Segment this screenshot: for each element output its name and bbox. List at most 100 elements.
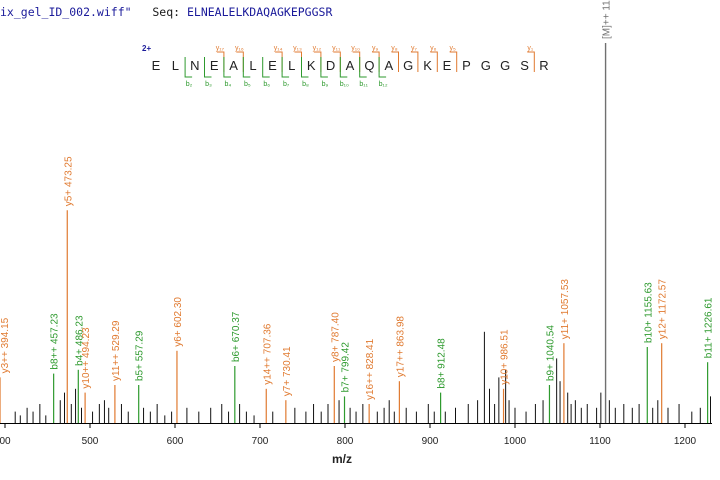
residue: L xyxy=(172,58,179,73)
peak-label: b5+ 557.29 xyxy=(135,330,146,381)
peak-label: y3++ 394.15 xyxy=(0,317,11,373)
b-ion-label: b₃ xyxy=(205,81,212,88)
residue: E xyxy=(152,58,161,73)
y-ion-label: y₁₀ xyxy=(351,45,360,52)
peak-label: y10+ 986.51 xyxy=(500,329,511,385)
y-ion-label: y₆ xyxy=(430,45,437,52)
peak-label: b6+ 670.37 xyxy=(231,311,242,362)
peak-label: b10+ 1155.63 xyxy=(643,282,654,343)
residue: E xyxy=(443,58,452,73)
y-ion-bracket xyxy=(527,51,535,72)
residue: A xyxy=(229,58,238,73)
b-ion-label: b₈ xyxy=(302,81,309,88)
b-ion-label: b₁₁ xyxy=(359,81,368,88)
peak-label: y10++ 494.23 xyxy=(81,327,92,389)
sequence-label: Seq: xyxy=(152,5,181,19)
x-tick-label: 700 xyxy=(252,436,269,447)
file-name: ix_gel_ID_002.wiff" xyxy=(0,5,132,19)
residue: R xyxy=(539,58,548,73)
b-ion-bracket xyxy=(339,57,348,78)
residue: K xyxy=(307,58,316,73)
peak-label: y14++ 707.36 xyxy=(262,323,273,385)
peak-label: y6+ 602.30 xyxy=(173,297,184,347)
y-ion-label: y₁ xyxy=(527,45,534,52)
y-ion-label: y₇ xyxy=(411,45,418,52)
peak-label: y12+ 1172.57 xyxy=(658,279,669,340)
x-tick-label: 1100 xyxy=(589,436,611,447)
b-ion-bracket xyxy=(262,57,270,78)
peak-label: y8+ 787.40 xyxy=(330,312,341,362)
b-ion-label: b₁₀ xyxy=(340,81,349,88)
x-tick-label: 1000 xyxy=(504,436,527,447)
b-ion-label: b₄ xyxy=(225,81,232,88)
peak-label: y17++ 863.98 xyxy=(395,316,406,378)
b-ion-label: b₇ xyxy=(283,81,290,88)
peak-label: y7+ 730.41 xyxy=(282,346,293,396)
b-ion-bracket xyxy=(359,57,367,78)
x-tick-label: 500 xyxy=(82,436,99,447)
residue: N xyxy=(190,58,199,73)
b-ion-bracket xyxy=(242,57,251,78)
peak-label: b8+ 912.48 xyxy=(437,338,448,389)
y-ion-label: y₁₆ xyxy=(235,45,244,52)
y-ion-label: y₅ xyxy=(450,45,457,52)
b-ion-bracket xyxy=(320,57,328,78)
x-tick-label: 1200 xyxy=(674,436,697,447)
peak-label: b8++ 457.23 xyxy=(50,313,61,370)
b-ion-label: b₁₂ xyxy=(379,81,388,88)
x-tick-label: 900 xyxy=(422,436,439,447)
residue: A xyxy=(346,58,355,73)
residue: S xyxy=(520,58,529,73)
spectrum-header: ix_gel_ID_002.wiff" Seq: ELNEALELKDAQAGK… xyxy=(0,5,332,23)
peak-label: b9+ 1040.54 xyxy=(545,325,556,381)
residue: G xyxy=(403,58,413,73)
y-ion-label: y₁₁ xyxy=(332,45,341,52)
y-ion-label: y₈ xyxy=(391,45,398,52)
b-ion-label: b₉ xyxy=(322,81,329,88)
x-tick-label: 800 xyxy=(337,436,354,447)
y-ion-label: y₁₃ xyxy=(293,45,302,52)
peak-label: [M]++ 1106.56 xyxy=(602,0,613,39)
x-axis-ticks: 00 500 600 700 800 900 1000 1100 1200 xyxy=(0,423,697,447)
residue: L xyxy=(288,58,295,73)
b-ion-label: b₆ xyxy=(263,81,270,88)
residue: Q xyxy=(364,58,374,73)
b-ion-bracket xyxy=(204,57,212,78)
b-ion-bracket xyxy=(223,57,231,78)
residue: E xyxy=(268,58,277,73)
x-tick-label: 00 xyxy=(0,436,11,447)
residue: K xyxy=(423,58,432,73)
peak-label: b4+ 486.23 xyxy=(74,315,85,366)
peak-label: y11+ 1057.53 xyxy=(560,279,571,340)
peak-label: y5+ 473.25 xyxy=(63,156,74,206)
y-ion-bracket xyxy=(391,51,399,72)
peak-label: y16++ 828.41 xyxy=(365,338,376,400)
residue: L xyxy=(249,58,256,73)
y-ion-label: y₉ xyxy=(372,45,379,52)
peak-label: b7+ 799.42 xyxy=(341,342,352,393)
y-ion-label: y₁₂ xyxy=(313,45,322,52)
b-ion-bracket xyxy=(378,57,387,78)
charge-state: 2+ xyxy=(142,44,151,53)
y-ion-bracket xyxy=(449,51,458,72)
peak-label: b11+ 1226.61 xyxy=(704,297,715,358)
b-ion-bracket xyxy=(184,57,193,78)
y-ion-bracket xyxy=(410,51,419,72)
b-ion-bracket xyxy=(301,57,309,78)
plot-area: y3++ 394.15 b8++ 457.23 y5+ 473.25 b4+ 486.… xyxy=(0,0,715,423)
residue: D xyxy=(326,58,335,73)
y-ion-bracket xyxy=(294,51,302,72)
residue: P xyxy=(462,58,471,73)
y-ion-label: y₁₄ xyxy=(274,45,283,52)
peak-label: y11++ 529.29 xyxy=(111,320,122,381)
residue: G xyxy=(481,58,491,73)
residue: A xyxy=(384,58,393,73)
sequence-text: ELNEALELKDAQAGKEPGGSR xyxy=(186,5,333,19)
b-ion-label: b₂ xyxy=(186,81,193,88)
x-tick-label: 600 xyxy=(167,436,184,447)
y-ion-bracket xyxy=(430,51,438,72)
residue: E xyxy=(210,58,219,73)
y-ion-label: y₁₇ xyxy=(216,45,225,52)
